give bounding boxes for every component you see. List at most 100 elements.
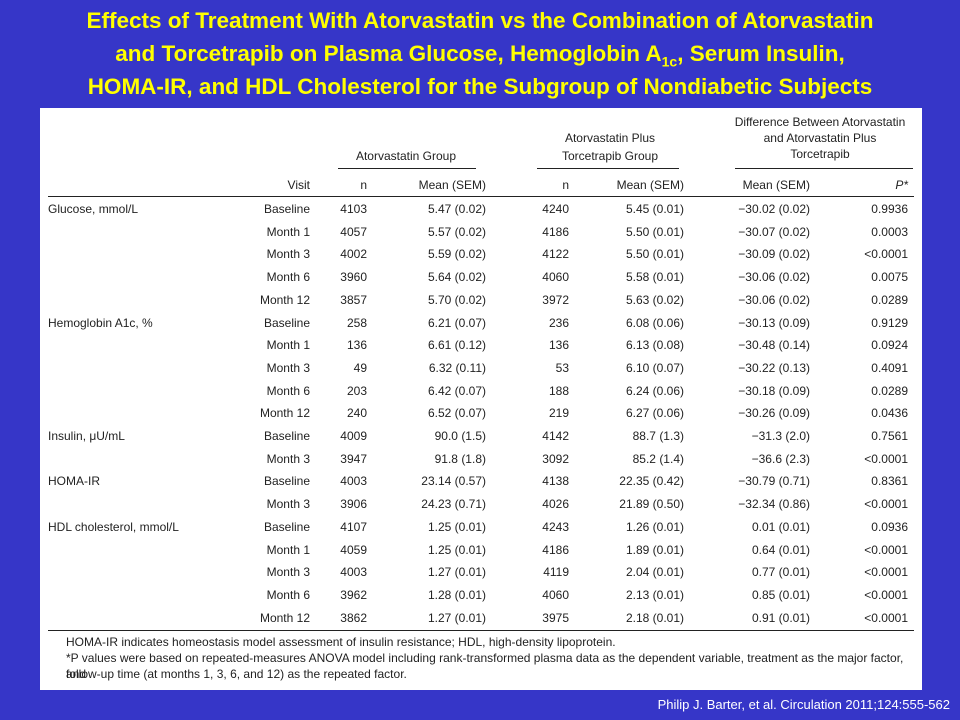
- row-mean-diff: −30.07 (0.02): [738, 224, 810, 239]
- row-mean-diff: 0.85 (0.01): [751, 587, 810, 602]
- row-p-value: <0.0001: [864, 587, 908, 602]
- row-n-atorvastatin: 4002: [340, 247, 367, 262]
- row-n-combo: 4186: [542, 224, 569, 239]
- row-n-combo: 4186: [542, 542, 569, 557]
- row-mean-combo: 1.89 (0.01): [625, 542, 684, 557]
- row-visit: Month 1: [266, 224, 310, 239]
- row-visit: Month 12: [259, 292, 310, 307]
- row-mean-diff: −30.22 (0.13): [738, 360, 810, 375]
- row-p-value: 0.0924: [871, 338, 908, 353]
- row-label: Glucose, mmol/L: [48, 202, 139, 216]
- row-n-combo: 219: [548, 406, 569, 421]
- row-n-atorvastatin: 4003: [340, 565, 367, 580]
- row-mean-diff: −36.6 (2.3): [751, 451, 810, 466]
- row-p-value: <0.0001: [864, 247, 908, 262]
- row-visit: Month 3: [266, 360, 310, 375]
- group-rule-diff: [735, 168, 913, 169]
- table-bottom-rule: [48, 630, 914, 631]
- header-bottom-rule: [48, 196, 914, 197]
- group-rule-atorvastatin: [338, 168, 476, 169]
- row-p-value: <0.0001: [864, 610, 908, 625]
- row-mean-atorvastatin: 5.70 (0.02): [427, 292, 486, 307]
- row-n-atorvastatin: 3906: [340, 497, 367, 512]
- row-mean-diff: 0.01 (0.01): [751, 519, 810, 534]
- row-n-atorvastatin: 240: [346, 406, 367, 421]
- row-mean-atorvastatin: 6.21 (0.07): [427, 315, 486, 330]
- row-mean-combo: 85.2 (1.4): [632, 451, 684, 466]
- col-visit: Visit: [287, 178, 310, 192]
- row-visit: Month 3: [266, 247, 310, 262]
- row-mean-combo: 2.04 (0.01): [625, 565, 684, 580]
- col-mean-diff: Mean (SEM): [742, 178, 810, 192]
- row-n-combo: 4060: [542, 587, 569, 602]
- row-p-value: 0.4091: [871, 360, 908, 375]
- row-label: Hemoglobin A1c, %: [48, 315, 153, 330]
- row-mean-atorvastatin: 1.25 (0.01): [427, 542, 486, 557]
- row-p-value: 0.7561: [871, 429, 908, 443]
- title-line-2-subscript: 1c: [661, 53, 678, 70]
- row-visit: Baseline: [263, 474, 310, 489]
- row-mean-diff: −31.3 (2.0): [751, 429, 810, 443]
- row-p-value: 0.9129: [871, 315, 908, 330]
- row-mean-diff: −30.48 (0.14): [738, 338, 810, 353]
- row-n-atorvastatin: 49: [353, 360, 367, 375]
- row-p-value: <0.0001: [864, 497, 908, 512]
- row-mean-combo: 6.27 (0.06): [625, 406, 684, 421]
- row-mean-diff: −30.02 (0.02): [738, 202, 810, 216]
- row-visit: Month 6: [266, 383, 310, 398]
- header-combo-line1: Atorvastatin Plus: [564, 131, 656, 145]
- row-n-combo: 136: [548, 338, 569, 353]
- row-mean-atorvastatin: 1.25 (0.01): [427, 519, 486, 534]
- title-line-1: Effects of Treatment With Atorvastatin v…: [86, 8, 874, 33]
- title-line-3: HOMA-IR, and HDL Cholesterol for the Sub…: [87, 74, 873, 99]
- row-mean-diff: −30.06 (0.02): [738, 270, 810, 285]
- col-n-combo: n: [562, 178, 569, 192]
- row-label: HOMA-IR: [48, 474, 100, 489]
- row-mean-atorvastatin: 1.27 (0.01): [427, 610, 486, 625]
- row-mean-combo: 88.7 (1.3): [632, 429, 684, 443]
- row-mean-diff: 0.64 (0.01): [751, 542, 810, 557]
- group-rule-combo: [537, 168, 679, 169]
- header-diff-line2: and Atorvastatin Plus: [763, 131, 877, 145]
- row-mean-atorvastatin: 1.28 (0.01): [427, 587, 486, 602]
- row-visit: Month 3: [266, 451, 310, 466]
- row-n-atorvastatin: 4103: [340, 202, 367, 216]
- row-mean-diff: −30.79 (0.71): [738, 474, 810, 489]
- row-n-atorvastatin: 3962: [340, 587, 367, 602]
- title-line-2-end: , Serum Insulin,: [677, 41, 845, 66]
- col-mean-atorvastatin: Mean (SEM): [418, 178, 486, 192]
- row-label: HDL cholesterol, mmol/L: [48, 519, 179, 534]
- row-visit: Baseline: [263, 315, 310, 330]
- row-n-atorvastatin: 4003: [340, 474, 367, 489]
- row-mean-diff: −30.18 (0.09): [738, 383, 810, 398]
- row-n-atorvastatin: 4009: [340, 429, 367, 443]
- row-visit: Month 3: [266, 497, 310, 512]
- row-mean-combo: 6.08 (0.06): [625, 315, 684, 330]
- row-p-value: <0.0001: [864, 542, 908, 557]
- row-mean-atorvastatin: 6.52 (0.07): [427, 406, 486, 421]
- footnote-2: *P values were based on repeated-measure…: [66, 651, 904, 681]
- col-p-value: P*: [895, 178, 908, 192]
- row-visit: Baseline: [263, 429, 310, 443]
- row-n-combo: 4026: [542, 497, 569, 512]
- row-n-atorvastatin: 3862: [340, 610, 367, 625]
- row-mean-atorvastatin: 5.47 (0.02): [427, 202, 486, 216]
- row-label: Insulin, μU/mL: [48, 429, 125, 443]
- row-mean-combo: 5.58 (0.01): [625, 270, 684, 285]
- row-mean-atorvastatin: 6.42 (0.07): [427, 383, 486, 398]
- row-n-atorvastatin: 136: [346, 338, 367, 353]
- row-visit: Month 12: [259, 610, 310, 625]
- title-line-2-text: and Torcetrapib on Plasma Glucose, Hemog…: [115, 41, 662, 66]
- row-mean-combo: 6.24 (0.06): [625, 383, 684, 398]
- row-n-atorvastatin: 4059: [340, 542, 367, 557]
- row-mean-combo: 6.13 (0.08): [625, 338, 684, 353]
- row-n-combo: 188: [548, 383, 569, 398]
- row-n-atorvastatin: 3947: [340, 451, 367, 466]
- row-mean-atorvastatin: 5.57 (0.02): [427, 224, 486, 239]
- header-diff-line1: Difference Between Atorvastatin: [734, 115, 906, 129]
- footnote-3: follow-up time (at months 1, 3, 6, and 1…: [66, 667, 407, 681]
- row-p-value: 0.0289: [871, 292, 908, 307]
- row-p-value: 0.0436: [871, 406, 908, 421]
- row-mean-combo: 2.13 (0.01): [625, 587, 684, 602]
- footnote-1: HOMA-IR indicates homeostasis model asse…: [66, 635, 616, 649]
